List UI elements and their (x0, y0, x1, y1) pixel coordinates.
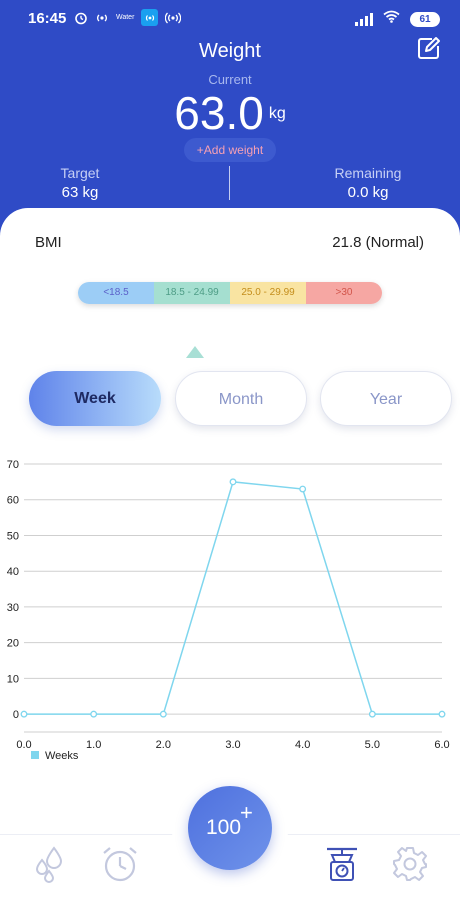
app-status-icon (141, 9, 159, 26)
data-point (438, 710, 446, 718)
series-line (24, 481, 442, 715)
x-tick-label: 6.0 (434, 739, 449, 751)
x-tick-label: 2.0 (156, 739, 171, 751)
legend-label: Weeks (45, 750, 79, 762)
y-tick-label: 20 (7, 638, 19, 650)
bmi-range-obese: >30 (306, 282, 382, 304)
data-point (299, 485, 307, 493)
water-status-label: Water (116, 14, 135, 21)
y-tick-label: 40 (7, 566, 19, 578)
x-tick-label: 1.0 (86, 739, 101, 751)
y-tick-label: 60 (7, 495, 19, 507)
remaining-stat: Remaining 0.0 kg (318, 165, 418, 201)
scale-icon[interactable] (323, 845, 361, 888)
edit-button[interactable] (416, 35, 442, 61)
target-stat: Target 63 kg (40, 165, 120, 201)
current-weight-value: 63.0 (174, 87, 264, 139)
water-drops-icon[interactable] (34, 845, 64, 888)
fab-number: 100 (206, 816, 242, 839)
add-water-fab[interactable]: 100 + (188, 786, 272, 870)
bmi-label: BMI (35, 234, 62, 251)
bmi-range-overweight: 25.0 - 29.99 (230, 282, 306, 304)
bmi-indicator-marker (186, 346, 204, 358)
wifi-icon (383, 10, 400, 28)
data-point (159, 710, 167, 718)
data-point (90, 710, 98, 718)
remaining-value: 0.0 kg (347, 184, 389, 201)
alarm-status-icon (74, 11, 88, 25)
broadcast-status-icon (95, 11, 109, 25)
bmi-range-normal: 18.5 - 24.99 (154, 282, 230, 304)
signal-icon (355, 12, 373, 26)
header-divider (229, 166, 230, 200)
y-tick-label: 30 (7, 602, 19, 614)
bmi-range-underweight: <18.5 (78, 282, 154, 304)
y-tick-label: 10 (7, 673, 19, 685)
hotspot-status-icon (165, 11, 182, 25)
tab-week[interactable]: Week (29, 371, 161, 426)
page-title: Weight (199, 40, 261, 62)
tab-month[interactable]: Month (175, 371, 307, 426)
weight-line-chart: 0 10 20 30 40 50 60 70 0.0 1.0 2.0 3.0 4.0 5.0 6.0 Week… (7, 459, 450, 762)
bmi-scale-bar: <18.5 18.5 - 24.99 25.0 - 29.99 >30 (78, 282, 382, 304)
x-tick-label: 3.0 (225, 739, 240, 751)
data-point (20, 710, 28, 718)
legend-swatch (31, 751, 39, 759)
tab-year[interactable]: Year (320, 371, 452, 426)
edit-icon (418, 37, 440, 59)
status-time: 16:45 (28, 10, 67, 27)
alarm-clock-icon[interactable] (101, 845, 139, 888)
remaining-label: Remaining (334, 165, 402, 181)
bmi-value: 21.8 (Normal) (332, 234, 424, 251)
fab-plus-sign: + (240, 800, 253, 825)
add-weight-button[interactable]: +Add weight (184, 138, 276, 162)
data-point (229, 478, 237, 486)
settings-gear-icon[interactable] (391, 845, 429, 888)
status-bar: 16:45 Water 61 (0, 0, 460, 34)
y-tick-label: 70 (7, 459, 19, 471)
battery-icon: 61 (410, 11, 440, 27)
x-tick-label: 0.0 (16, 739, 31, 751)
x-tick-label: 5.0 (365, 739, 380, 751)
current-label: Current (208, 72, 252, 87)
data-point (368, 710, 376, 718)
y-tick-label: 50 (7, 530, 19, 542)
current-weight-unit: kg (268, 105, 286, 122)
x-tick-label: 4.0 (295, 739, 310, 751)
target-value: 63 kg (61, 184, 99, 201)
y-tick-label: 0 (13, 709, 19, 721)
target-label: Target (60, 165, 100, 181)
